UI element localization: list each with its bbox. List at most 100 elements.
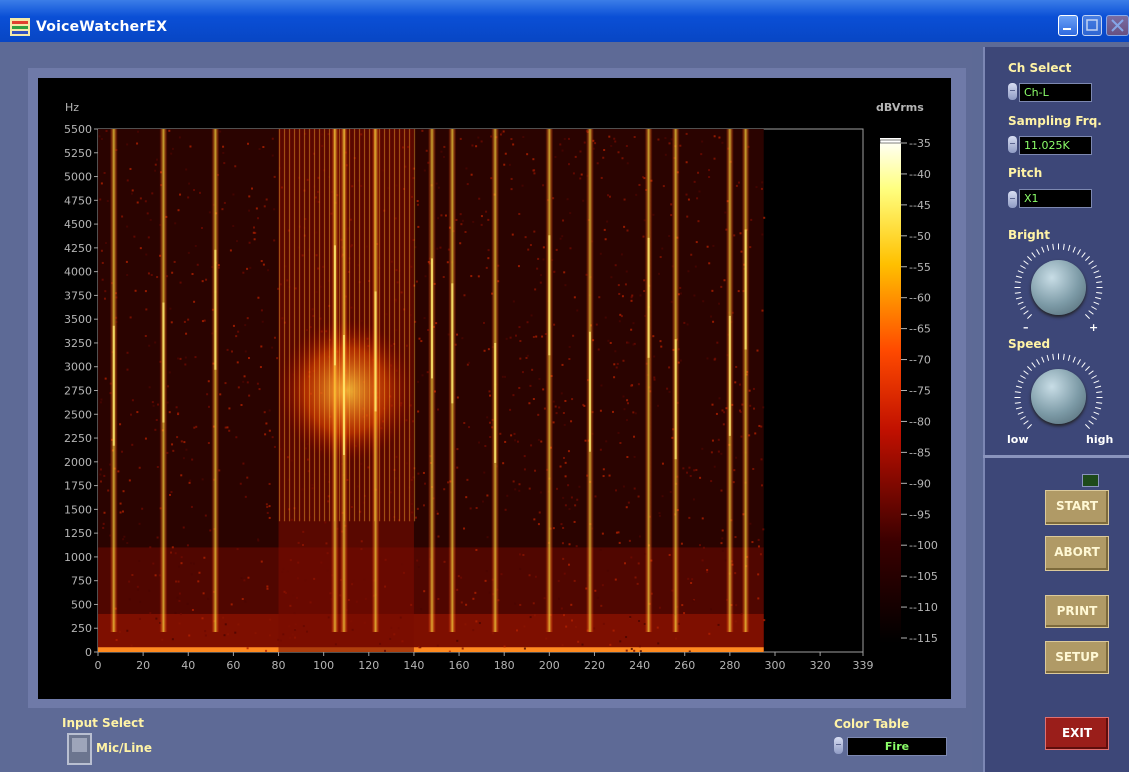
y-tick-label: 2750	[64, 385, 92, 398]
harmonic-line	[313, 129, 316, 522]
exit-button[interactable]: EXIT	[1045, 717, 1109, 750]
x-tick-label: 300	[764, 659, 785, 672]
pitch-field[interactable]: X1	[1019, 189, 1092, 208]
x-tick-label: 100	[313, 659, 334, 672]
dial-tick	[1027, 314, 1032, 319]
dial-tick	[1023, 420, 1029, 425]
bright-streak-core	[728, 315, 731, 436]
harmonic-line	[283, 129, 286, 522]
dial-tick	[1062, 353, 1065, 360]
dial-tick	[1096, 401, 1103, 404]
colorbar-tick-label: --75	[909, 385, 931, 398]
dial-tick	[1095, 296, 1102, 300]
maximize-button[interactable]	[1082, 15, 1102, 36]
status-led	[1082, 474, 1099, 487]
dial-tick	[1020, 416, 1026, 420]
bright-streak	[644, 129, 653, 632]
dial-tick	[1027, 256, 1032, 261]
colorbar-tick-label: --105	[909, 570, 938, 583]
y-tick-label: 3250	[64, 337, 92, 350]
dial-tick	[1020, 265, 1026, 269]
harmonic-line	[298, 129, 301, 522]
colorbar-label: dBVrms	[876, 101, 924, 114]
dial-tick	[1023, 310, 1029, 315]
bright-streak-core	[112, 325, 115, 446]
ch-select-spinner[interactable]	[1008, 83, 1017, 100]
bright-dial-ticks	[1014, 243, 1103, 319]
colorbar-tick-label: --95	[909, 508, 931, 521]
speed-label: Speed	[1008, 337, 1051, 351]
color-table-spinner[interactable]	[834, 737, 843, 754]
speed-knob[interactable]	[1031, 369, 1086, 424]
spectrogram-graph: Hz dBVrms 0 250 500 750 1000 1250 1500 1750 2000…	[38, 78, 951, 699]
dial-tick	[1091, 265, 1097, 269]
app-icon	[10, 18, 30, 36]
dial-tick	[1017, 380, 1024, 384]
input-select-label: Input Select	[62, 716, 144, 730]
dial-tick	[1017, 301, 1024, 305]
harmonic-line	[413, 129, 416, 522]
dial-tick	[1014, 291, 1021, 294]
x-tick-label: 200	[539, 659, 560, 672]
dial-tick	[1036, 249, 1040, 255]
harmonic-line	[288, 129, 291, 522]
harmonic-line	[348, 129, 351, 522]
colorbar-ticks: --35 --40 --45 --50 --55 --60 --65 --70 --75 --80…	[901, 137, 938, 645]
harmonic-line	[358, 129, 361, 522]
minimize-button[interactable]	[1058, 15, 1078, 36]
dial-tick	[1085, 366, 1090, 371]
dial-tick	[1096, 281, 1103, 284]
colorbar-tick-label: --85	[909, 446, 931, 459]
dial-tick	[1027, 366, 1032, 371]
pitch-label: Pitch	[1008, 166, 1043, 180]
dial-tick	[1014, 281, 1021, 284]
bright-knob[interactable]	[1031, 260, 1086, 315]
dial-tick	[1095, 275, 1102, 279]
dial-tick	[1093, 380, 1100, 384]
colorbar-tick-label: --55	[909, 261, 931, 274]
bright-streak-core	[674, 339, 677, 460]
x-tick-label: 80	[272, 659, 286, 672]
print-button[interactable]: PRINT	[1045, 595, 1109, 628]
dial-tick	[1052, 353, 1055, 360]
bright-streak-core	[162, 302, 165, 423]
color-table-field[interactable]: Fire	[847, 737, 947, 756]
colorbar	[880, 138, 901, 643]
y-tick-label: 500	[71, 598, 92, 611]
y-tick-label: 3750	[64, 289, 92, 302]
bright-streak	[741, 129, 750, 632]
dial-tick	[1093, 301, 1100, 305]
y-tick-label: 0	[85, 646, 92, 659]
color-table-label: Color Table	[834, 717, 910, 731]
colorbar-tick-label: --70	[909, 354, 931, 367]
sampling-spinner[interactable]	[1008, 136, 1017, 153]
input-select-toggle[interactable]	[67, 733, 92, 765]
y-axis-label: Hz	[65, 101, 79, 114]
x-tick-label: 40	[181, 659, 195, 672]
dial-tick	[1014, 391, 1021, 394]
close-icon	[1111, 19, 1124, 32]
y-tick-label: 3000	[64, 361, 92, 374]
sampling-label: Sampling Frq.	[1008, 114, 1102, 128]
start-button[interactable]: START	[1045, 490, 1109, 525]
dial-tick	[1023, 260, 1029, 265]
y-tick-label: 5500	[64, 123, 92, 136]
bright-streak-core	[588, 331, 591, 452]
abort-button[interactable]: ABORT	[1045, 536, 1109, 571]
pitch-spinner[interactable]	[1008, 191, 1017, 208]
ch-select-field[interactable]: Ch-L	[1019, 83, 1092, 102]
y-tick-label: 2000	[64, 456, 92, 469]
dial-tick	[1096, 291, 1103, 294]
bright-streak-core	[333, 245, 336, 366]
sampling-field[interactable]: 11.025K	[1019, 136, 1092, 155]
dial-tick	[1031, 252, 1036, 258]
y-tick-label: 4750	[64, 194, 92, 207]
dial-tick	[1091, 306, 1097, 310]
harmonic-line	[383, 129, 386, 522]
spectrogram-image	[98, 129, 766, 652]
dial-tick	[1041, 356, 1045, 363]
speed-max-label: high	[1086, 433, 1114, 446]
harmonic-line	[408, 129, 411, 522]
close-button[interactable]	[1106, 15, 1129, 36]
setup-button[interactable]: SETUP	[1045, 641, 1109, 674]
